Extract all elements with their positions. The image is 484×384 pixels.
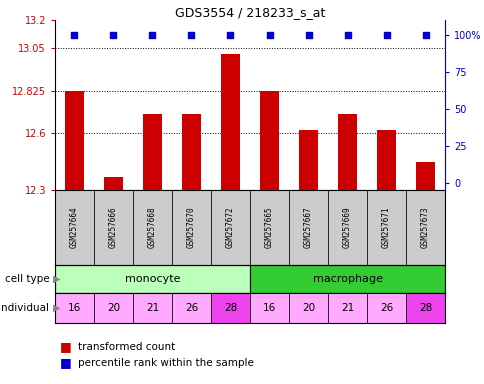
Text: 16: 16: [68, 303, 81, 313]
Point: [304, 32, 312, 38]
Text: 16: 16: [262, 303, 275, 313]
Text: GSM257670: GSM257670: [187, 207, 196, 248]
Bar: [142, 114, 162, 190]
Point: [109, 32, 117, 38]
Text: GSM257665: GSM257665: [264, 207, 273, 248]
Text: GSM257666: GSM257666: [109, 207, 118, 248]
Text: GSM257667: GSM257667: [303, 207, 312, 248]
Bar: [55, 293, 94, 323]
Bar: [133, 190, 172, 265]
Text: 28: 28: [224, 303, 237, 313]
Bar: [249, 293, 288, 323]
Bar: [211, 190, 249, 265]
Bar: [55, 265, 249, 293]
Bar: [288, 293, 327, 323]
Text: 21: 21: [146, 303, 159, 313]
Bar: [259, 91, 279, 190]
Bar: [104, 177, 123, 190]
Bar: [211, 293, 249, 323]
Bar: [415, 162, 434, 190]
Text: percentile rank within the sample: percentile rank within the sample: [78, 358, 254, 368]
Bar: [366, 190, 405, 265]
Text: 20: 20: [106, 303, 120, 313]
Text: 28: 28: [418, 303, 431, 313]
Point: [187, 32, 195, 38]
Bar: [55, 190, 94, 265]
Point: [421, 32, 428, 38]
Text: 21: 21: [340, 303, 353, 313]
Text: transformed count: transformed count: [78, 342, 175, 352]
Text: cell type: cell type: [5, 274, 52, 284]
Text: GSM257664: GSM257664: [70, 207, 79, 248]
Bar: [172, 293, 211, 323]
Text: 20: 20: [302, 303, 315, 313]
Point: [226, 32, 234, 38]
Point: [148, 32, 156, 38]
Text: individual: individual: [0, 303, 52, 313]
Text: GSM257671: GSM257671: [381, 207, 390, 248]
Bar: [133, 293, 172, 323]
Bar: [94, 190, 133, 265]
Text: ■: ■: [60, 356, 76, 369]
Bar: [249, 190, 288, 265]
Bar: [172, 190, 211, 265]
Bar: [327, 190, 366, 265]
Bar: [405, 293, 444, 323]
Bar: [288, 190, 327, 265]
Text: macrophage: macrophage: [312, 274, 382, 284]
Text: ■: ■: [60, 341, 76, 354]
Bar: [337, 114, 357, 190]
Bar: [94, 293, 133, 323]
Bar: [220, 54, 240, 190]
Bar: [327, 293, 366, 323]
Text: GSM257668: GSM257668: [148, 207, 157, 248]
Text: 26: 26: [379, 303, 393, 313]
Point: [382, 32, 390, 38]
Bar: [182, 114, 201, 190]
Text: ▶: ▶: [52, 274, 60, 284]
Bar: [366, 293, 405, 323]
Point: [343, 32, 350, 38]
Text: monocyte: monocyte: [124, 274, 180, 284]
Title: GDS3554 / 218233_s_at: GDS3554 / 218233_s_at: [174, 6, 324, 19]
Text: GSM257669: GSM257669: [342, 207, 351, 248]
Bar: [405, 190, 444, 265]
Bar: [65, 91, 84, 190]
Bar: [376, 129, 395, 190]
Text: 26: 26: [184, 303, 198, 313]
Point: [71, 32, 78, 38]
Point: [265, 32, 273, 38]
Text: GSM257673: GSM257673: [420, 207, 429, 248]
Bar: [249, 265, 444, 293]
Text: ▶: ▶: [52, 303, 60, 313]
Bar: [298, 129, 318, 190]
Text: GSM257672: GSM257672: [226, 207, 235, 248]
